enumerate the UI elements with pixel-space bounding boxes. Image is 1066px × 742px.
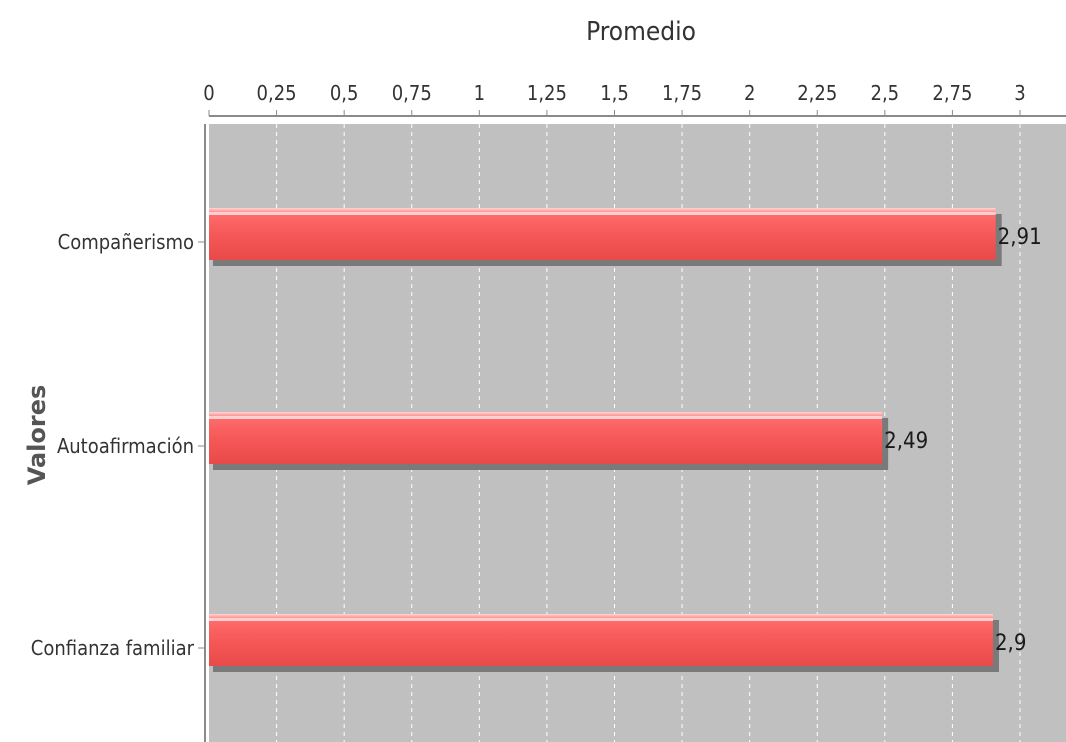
bar-highlight [209, 416, 883, 419]
bar-group: 2,49 [209, 412, 928, 470]
x-tick-label: 3 [1014, 81, 1025, 105]
data-label: 2,91 [998, 225, 1042, 250]
x-tick-label: 2 [744, 81, 755, 105]
x-tick-label: 2,5 [871, 81, 900, 105]
bar-highlight [209, 618, 993, 621]
x-tick-label: 0,5 [330, 81, 359, 105]
x-tick-label: 1,75 [662, 81, 702, 105]
bars: 2,91 2,49 2,9 [209, 208, 1042, 672]
x-tick-label: 0,25 [257, 81, 297, 105]
x-tick-label: 2,25 [797, 81, 837, 105]
y-axis-ticks: Compañerismo Autoafirmación Confianza fami… [31, 230, 205, 660]
x-tick-label: 1 [474, 81, 485, 105]
category-label: Autoafirmación [57, 434, 194, 458]
x-tick-label: 0,75 [392, 81, 432, 105]
bar [209, 208, 996, 260]
category-label: Confianza familiar [31, 636, 195, 660]
category-label: Compañerismo [58, 230, 194, 254]
x-tick-label: 2,75 [932, 81, 972, 105]
x-tick-label: 1,5 [600, 81, 629, 105]
data-label: 2,49 [884, 429, 928, 454]
x-tick-label: 0 [203, 81, 214, 105]
data-label: 2,9 [995, 631, 1026, 656]
x-axis-ticks: 0 0,25 0,5 0,75 1 1,25 1,5 1,75 2 2,25 2,5 2,75 3 [203, 81, 1026, 116]
bar-group: 2,91 [209, 208, 1042, 266]
bar [209, 614, 993, 666]
y-axis-title: Valores [23, 385, 51, 486]
bar [209, 412, 883, 464]
bar-highlight [209, 212, 996, 215]
x-axis-title: Promedio [586, 17, 696, 47]
x-tick-label: 1,25 [527, 81, 567, 105]
bar-group: 2,9 [209, 614, 1026, 672]
